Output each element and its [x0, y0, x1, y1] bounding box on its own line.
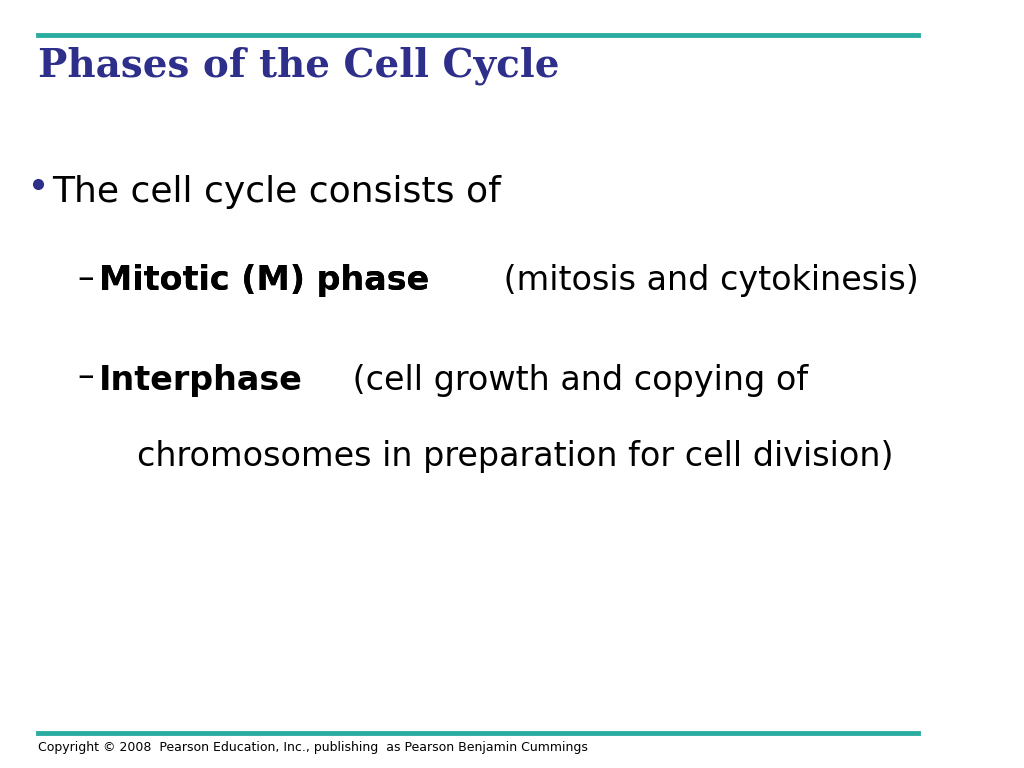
Text: Phases of the Cell Cycle: Phases of the Cell Cycle: [38, 46, 559, 84]
Text: Mitotic (M) phase: Mitotic (M) phase: [99, 264, 430, 296]
Text: Mitotic (M) phase: Mitotic (M) phase: [99, 264, 430, 296]
Text: (cell growth and copying of: (cell growth and copying of: [342, 364, 809, 396]
Text: –: –: [78, 360, 94, 392]
Text: The cell cycle consists of: The cell cycle consists of: [52, 175, 501, 209]
Text: (mitosis and cytokinesis): (mitosis and cytokinesis): [493, 264, 919, 296]
Text: chromosomes in preparation for cell division): chromosomes in preparation for cell divi…: [137, 441, 894, 473]
Text: Interphase: Interphase: [99, 364, 303, 396]
Text: –: –: [78, 262, 94, 294]
Text: Copyright © 2008  Pearson Education, Inc., publishing  as Pearson Benjamin Cummi: Copyright © 2008 Pearson Education, Inc.…: [38, 741, 588, 754]
